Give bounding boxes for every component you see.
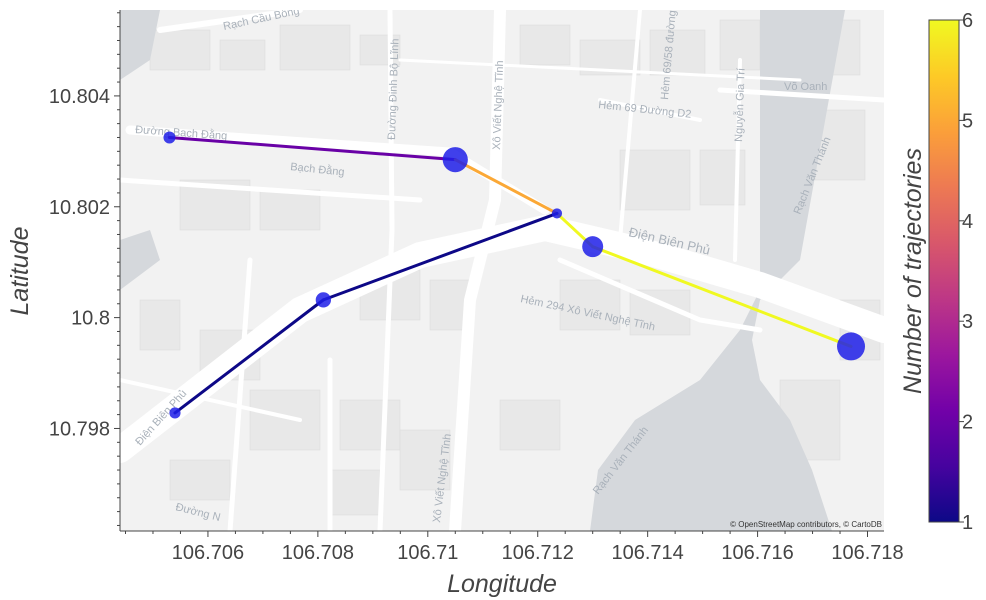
trajectory-segment	[321, 211, 559, 302]
colorbar-tick-label: 5	[962, 110, 973, 132]
colorbar-tick-label: 2	[962, 412, 973, 434]
y-axis-title: Latitude	[6, 227, 34, 316]
node-marker	[163, 131, 176, 144]
x-tick-label: 106.714	[612, 542, 684, 564]
map-label: Xô Viết Nghệ Tĩnh	[491, 60, 506, 150]
colorbar-tick-label: 4	[962, 211, 973, 233]
node-marker	[551, 208, 563, 219]
x-tick-label: 106.712	[502, 542, 574, 564]
node-marker	[837, 332, 866, 361]
x-axis-title: Longitude	[447, 570, 557, 598]
map-label: Đường Bạch Đằng	[135, 123, 228, 142]
colorbar-tick-label: 3	[962, 311, 973, 333]
colorbar-title: Number of trajectories	[899, 148, 927, 394]
map-label: Bạch Đằng	[290, 160, 345, 179]
map-label: Võ Oanh	[784, 81, 827, 93]
trajectory-segment	[173, 298, 325, 415]
y-tick-label: 10.802	[49, 197, 110, 219]
y-tick-label: 10.804	[49, 86, 110, 108]
colorbar-tick-label: 6	[962, 10, 973, 32]
axes: 106.706 106.708 106.71 106.712 106.714 106.71…	[49, 10, 904, 564]
node-marker	[315, 292, 332, 308]
colorbar-tick-label: 1	[962, 512, 973, 534]
map-attribution: © OpenStreetMap contributors, © CartoDB	[730, 520, 882, 529]
trajectory-segment	[167, 135, 457, 162]
map-label: Nguyễn Gia Trí	[732, 68, 748, 142]
node-marker	[582, 236, 604, 258]
trajectory-segment	[453, 158, 559, 215]
node-marker	[442, 147, 468, 173]
y-tick-label: 10.798	[49, 418, 110, 440]
trajectory-segment	[591, 245, 853, 348]
x-tick-label: 106.71	[397, 542, 458, 564]
y-tick-label: 10.8	[71, 308, 110, 330]
x-tick-label: 106.706	[172, 542, 244, 564]
x-tick-label: 106.708	[282, 542, 354, 564]
colorbar: 1 2 3 4 5 6 Number of trajectories	[899, 10, 973, 534]
map-label: Đường Đinh Bộ Lĩnh	[386, 38, 402, 140]
colorbar-gradient	[928, 19, 960, 523]
basemap: Rạch Cầu Bông Đường Bạch Đằng Bạch Đằng …	[120, 10, 884, 531]
node-marker	[169, 407, 181, 419]
x-tick-label: 106.718	[831, 542, 903, 564]
x-tick-label: 106.716	[721, 542, 793, 564]
